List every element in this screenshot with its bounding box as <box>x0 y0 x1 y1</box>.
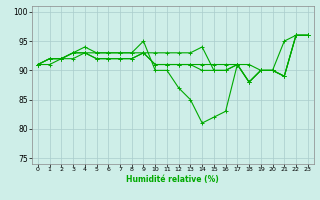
X-axis label: Humidité relative (%): Humidité relative (%) <box>126 175 219 184</box>
